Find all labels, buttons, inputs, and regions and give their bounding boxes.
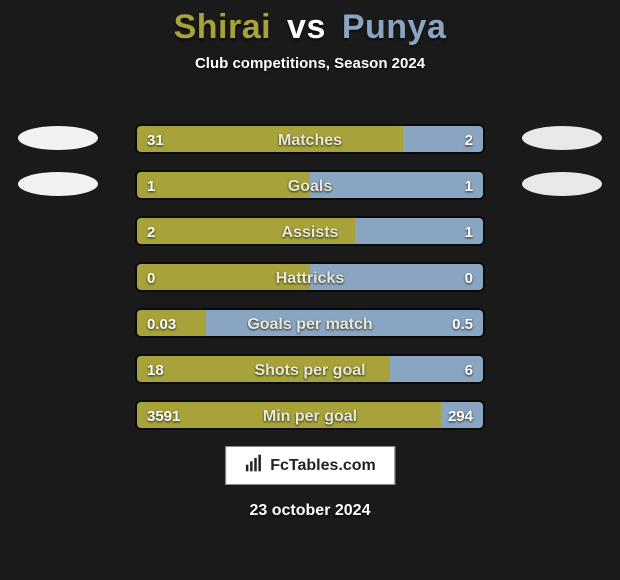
title-player1: Shirai	[174, 8, 271, 46]
bar-player1	[137, 126, 403, 152]
value-player1: 18	[137, 356, 174, 384]
value-player1: 1	[137, 172, 165, 200]
stat-row: 312Matches	[0, 112, 620, 158]
stat-bar: 00Hattricks	[135, 262, 485, 292]
value-player2: 2	[455, 126, 483, 154]
value-player2: 0.5	[442, 310, 483, 338]
stat-bar: 21Assists	[135, 216, 485, 246]
stat-row: 186Shots per goal	[0, 342, 620, 388]
player2-badge	[522, 126, 602, 150]
stat-row: 00Hattricks	[0, 250, 620, 296]
value-player1: 31	[137, 126, 174, 154]
subtitle: Club competitions, Season 2024	[0, 55, 620, 72]
page-title: Shirai vs Punya	[0, 0, 620, 47]
value-player1: 0.03	[137, 310, 186, 338]
bar-player1	[137, 218, 355, 244]
player1-badge	[18, 126, 98, 150]
date-text: 23 october 2024	[0, 502, 620, 520]
stats-chart: 312Matches11Goals21Assists00Hattricks0.0…	[0, 112, 620, 434]
value-player2: 1	[455, 172, 483, 200]
title-vs: vs	[287, 8, 326, 46]
value-player1: 3591	[137, 402, 190, 430]
value-player1: 2	[137, 218, 165, 246]
stat-bar: 0.030.5Goals per match	[135, 308, 485, 338]
value-player2: 1	[455, 218, 483, 246]
stat-bar: 186Shots per goal	[135, 354, 485, 384]
comparison-card: Shirai vs Punya Club competitions, Seaso…	[0, 0, 620, 580]
value-player2: 6	[455, 356, 483, 384]
stat-bar: 3591294Min per goal	[135, 400, 485, 430]
brand-text: FcTables.com	[270, 457, 376, 475]
player2-badge	[522, 172, 602, 196]
stat-row: 0.030.5Goals per match	[0, 296, 620, 342]
brand-badge[interactable]: FcTables.com	[225, 446, 395, 485]
stat-row: 21Assists	[0, 204, 620, 250]
stat-row: 3591294Min per goal	[0, 388, 620, 434]
value-player1: 0	[137, 264, 165, 292]
stat-bar: 312Matches	[135, 124, 485, 154]
stat-bar: 11Goals	[135, 170, 485, 200]
title-player2: Punya	[342, 8, 447, 46]
stat-row: 11Goals	[0, 158, 620, 204]
player1-badge	[18, 172, 98, 196]
bar-player1	[137, 356, 390, 382]
chart-bars-icon	[244, 453, 264, 478]
value-player2: 294	[438, 402, 483, 430]
value-player2: 0	[455, 264, 483, 292]
